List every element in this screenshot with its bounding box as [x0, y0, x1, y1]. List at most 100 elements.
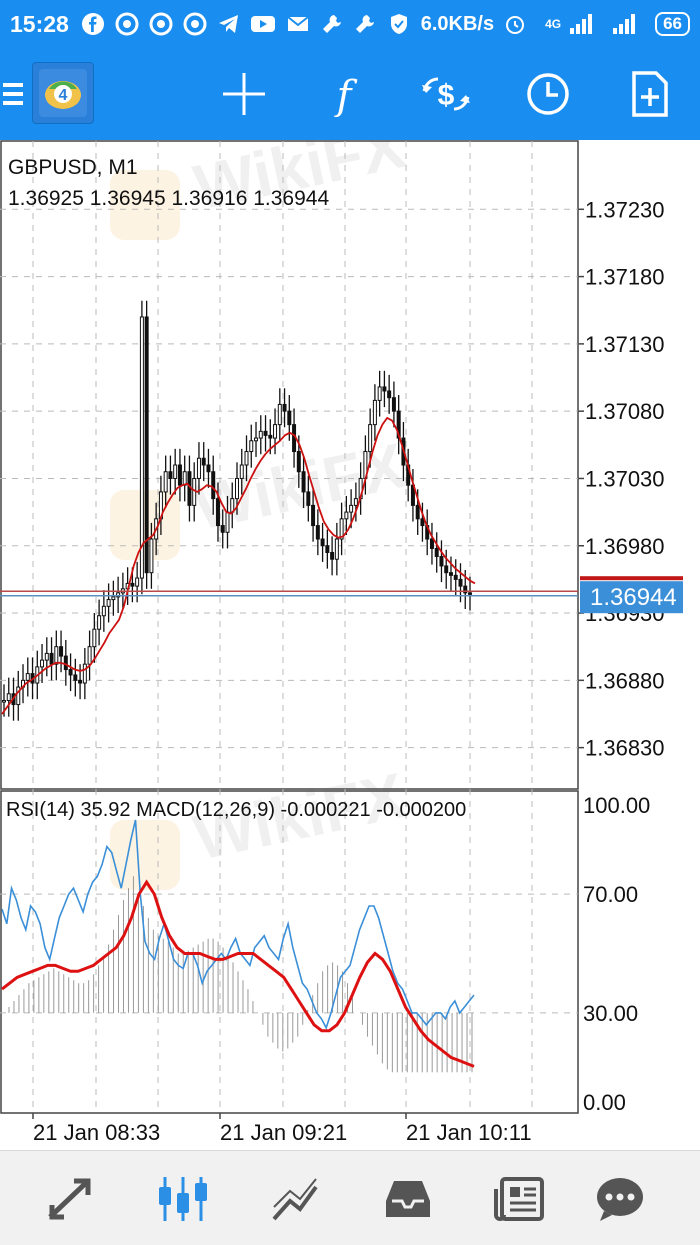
- price-tick-label: 1.37030: [585, 466, 665, 491]
- facebook-icon: [81, 11, 106, 37]
- candle: [68, 653, 73, 692]
- nav-chart[interactable]: [155, 1173, 211, 1225]
- network-type: 4G: [545, 17, 562, 31]
- chrome-icon: [149, 11, 174, 37]
- candle: [25, 657, 30, 697]
- macd-histogram: [8, 876, 473, 1073]
- price-tick-label: 1.36880: [585, 668, 665, 693]
- time-axis: 21 Jan 08:33 21 Jan 09:21 21 Jan 10:11: [32, 1113, 532, 1145]
- bid-price-marker: [580, 576, 683, 581]
- macd-signal-line: [1, 879, 475, 1068]
- symbol-label: GBPUSD, M1: [8, 156, 138, 179]
- candle: [168, 455, 173, 495]
- candle: [429, 522, 434, 565]
- trade-button[interactable]: $: [420, 68, 472, 120]
- current-price-label: [580, 581, 683, 614]
- candle: [149, 522, 154, 589]
- candle: [258, 415, 263, 455]
- candle: [82, 648, 87, 700]
- candle: [206, 448, 211, 488]
- candle: [396, 395, 401, 455]
- chrome-icon: [182, 11, 207, 37]
- candle: [97, 599, 102, 646]
- watermark-logo: WikiFX: [110, 759, 411, 890]
- candle: [44, 637, 49, 677]
- mail-icon: [285, 11, 310, 37]
- candle: [382, 370, 387, 408]
- candle: [116, 576, 121, 614]
- nav-news[interactable]: [492, 1173, 548, 1225]
- net-speed: 6.0KB/s: [420, 12, 495, 35]
- price-tick-label: 1.37130: [585, 332, 665, 357]
- candles: [2, 300, 472, 721]
- indicators-button[interactable]: f: [318, 68, 370, 120]
- candle: [54, 630, 59, 681]
- app-logo-button[interactable]: 4: [32, 62, 94, 124]
- candle: [391, 381, 396, 428]
- nav-quotes[interactable]: [42, 1173, 98, 1225]
- candle: [301, 455, 306, 509]
- candle: [92, 613, 97, 663]
- candle: [215, 482, 220, 542]
- nav-history[interactable]: [380, 1173, 436, 1225]
- time-tick-label: 21 Jan 09:21: [220, 1120, 347, 1145]
- candle: [111, 580, 116, 616]
- candle: [325, 529, 330, 569]
- candle: [249, 424, 254, 468]
- candle: [59, 630, 64, 673]
- candle: [16, 670, 21, 721]
- crosshair-button[interactable]: [218, 68, 270, 120]
- nav-chat[interactable]: [592, 1173, 648, 1225]
- moving-average-line: [1, 416, 476, 715]
- battery-icon: 66: [655, 12, 691, 36]
- signal-icon: [569, 11, 595, 37]
- price-pane-frame: [0, 140, 579, 790]
- menu-icon: [3, 83, 23, 105]
- quotes-arrows-icon: [48, 1178, 91, 1220]
- watermark-text: WikiFX: [188, 140, 411, 224]
- current-price-text: 1.36944: [590, 584, 677, 611]
- history-button[interactable]: [522, 68, 574, 120]
- candle: [263, 415, 268, 452]
- menu-button[interactable]: [0, 68, 30, 120]
- watermark-group: WikiFX WikiFX WikiFX: [110, 109, 411, 890]
- indicator-tick-label: 100.00: [583, 793, 650, 818]
- candle: [434, 532, 439, 573]
- candle: [254, 421, 259, 457]
- candle: [315, 509, 320, 556]
- indicator-tick-label: 0.00: [583, 1090, 626, 1115]
- metatrader-logo-icon: 4: [39, 69, 87, 117]
- status-right: 6.0KB/s 4G 66: [420, 11, 691, 37]
- shield-icon: [387, 11, 412, 37]
- candle: [177, 448, 182, 502]
- chart-area[interactable]: WikiFX WikiFX WikiFX 1.37230 1.37180 1.371…: [0, 109, 700, 1150]
- new-order-button[interactable]: [624, 68, 676, 120]
- candle: [6, 677, 11, 717]
- clock-icon: [527, 73, 569, 115]
- telegram-icon: [216, 11, 241, 37]
- price-tick-label: 1.36830: [585, 736, 665, 761]
- candle: [353, 482, 358, 522]
- signal-icon: [612, 11, 638, 37]
- candle: [334, 522, 339, 576]
- candle: [320, 522, 325, 562]
- price-tick-label: 1.37180: [585, 265, 665, 290]
- candle: [201, 442, 206, 482]
- indicator-label: RSI(14) 35.92 MACD(12,26,9) -0.000221 -0…: [6, 799, 466, 821]
- indicator-tick-label: 70.00: [583, 882, 638, 907]
- time-tick-label: 21 Jan 08:33: [33, 1120, 160, 1145]
- candle: [144, 300, 149, 589]
- indicator-tick-label: 30.00: [583, 1001, 638, 1026]
- battery-level: 66: [663, 14, 683, 33]
- nav-trade[interactable]: [268, 1173, 324, 1225]
- candle: [182, 455, 187, 502]
- candle: [87, 630, 92, 681]
- svg-text:f: f: [334, 73, 358, 117]
- candle: [425, 509, 430, 556]
- chart-canvas[interactable]: WikiFX WikiFX WikiFX 1.37230 1.37180 1.371…: [0, 109, 700, 1150]
- candle: [344, 495, 349, 535]
- time-tick-label: 21 Jan 10:11: [406, 1120, 532, 1145]
- candle: [277, 388, 282, 441]
- candle: [282, 388, 287, 428]
- candle: [444, 549, 449, 589]
